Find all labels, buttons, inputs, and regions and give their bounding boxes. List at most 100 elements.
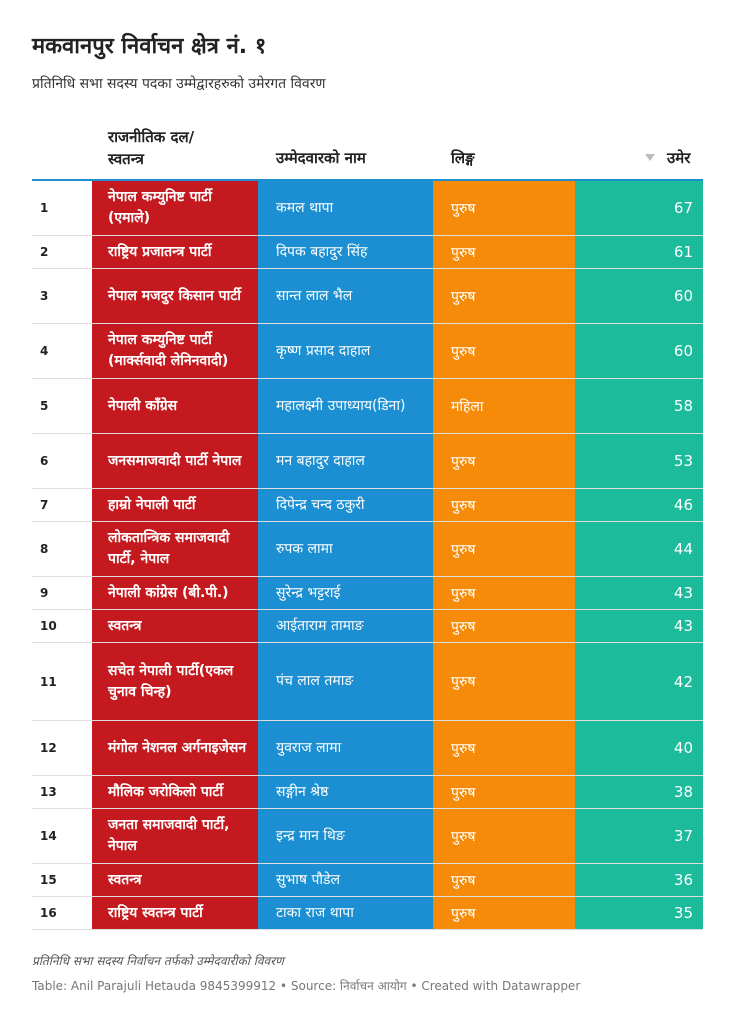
table-row: 12 मंगोल नेशनल अर्गनाइजेसन युवराज लामा पुरु… xyxy=(32,721,703,776)
candidate-name: मन बहादुर दाहाल xyxy=(258,434,433,488)
candidate-name: दिपक बहादुर सिंह xyxy=(258,236,433,268)
candidate-name: कृष्ण प्रसाद दाहाल xyxy=(258,324,433,378)
footnote: प्रतिनिधि सभा सदस्य निर्वाचन तर्फको उम्म… xyxy=(32,954,284,968)
table-row: 2 राष्ट्रिय प्रजातन्त्र पार्टी दिपक बहादुर… xyxy=(32,236,703,269)
party: हाम्रो नेपाली पार्टी xyxy=(92,489,258,521)
age: 60 xyxy=(575,324,703,378)
sort-icon[interactable] xyxy=(645,154,655,162)
table-row: 10 स्वतन्त्र आईताराम तामाङ पुरुष 43 xyxy=(32,610,703,643)
candidate-name: सङ्गीन श्रेष्ठ xyxy=(258,776,433,808)
row-number: 6 xyxy=(40,454,49,468)
gender: पुरुष xyxy=(433,610,575,642)
table-row: 5 नेपाली काँग्रेस महालक्ष्मी उपाध्याय(डिना… xyxy=(32,379,703,434)
party: सचेत नेपाली पार्टी(एकल चुनाव चिन्ह) xyxy=(92,643,258,720)
age: 46 xyxy=(575,489,703,521)
candidate-name: कमल थापा xyxy=(258,181,433,235)
age: 61 xyxy=(575,236,703,268)
age: 58 xyxy=(575,379,703,433)
gender: पुरुष xyxy=(433,181,575,235)
column-header: उम्मेदवारको नाम xyxy=(276,149,366,167)
gender: पुरुष xyxy=(433,643,575,720)
credit: Table: Anil Parajuli Hetauda 9845399912 … xyxy=(32,979,581,993)
row-number: 11 xyxy=(40,674,57,689)
age: 60 xyxy=(575,269,703,323)
table: 1 नेपाल कम्युनिष्ट पार्टी (एमाले) कमल थापा… xyxy=(32,179,703,930)
party: जनता समाजवादी पार्टी, नेपाल xyxy=(92,809,258,863)
party: लोकतान्त्रिक समाजवादी पार्टी, नेपाल xyxy=(92,522,258,576)
row-number: 5 xyxy=(40,399,49,413)
party: राष्ट्रिय स्वतन्त्र पार्टी xyxy=(92,897,258,929)
candidate-name: रुपक लामा xyxy=(258,522,433,576)
title: मकवानपुर निर्वाचन क्षेत्र नं. १ xyxy=(32,34,267,59)
row-number: 14 xyxy=(40,829,57,843)
gender: पुरुष xyxy=(433,809,575,863)
candidate-name: आईताराम तामाङ xyxy=(258,610,433,642)
gender: पुरुष xyxy=(433,522,575,576)
row-number: 10 xyxy=(40,619,57,633)
row-number: 13 xyxy=(40,785,57,799)
gender: पुरुष xyxy=(433,269,575,323)
party: नेपाल मजदुर किसान पार्टी xyxy=(92,269,258,323)
table-row: 7 हाम्रो नेपाली पार्टी दिपेन्द्र चन्द ठकुर… xyxy=(32,489,703,522)
age: 37 xyxy=(575,809,703,863)
gender: पुरुष xyxy=(433,324,575,378)
table-row: 14 जनता समाजवादी पार्टी, नेपाल इन्द्र मान … xyxy=(32,809,703,864)
age: 44 xyxy=(575,522,703,576)
age: 42 xyxy=(575,643,703,720)
row-number: 1 xyxy=(40,201,49,215)
row-number: 7 xyxy=(40,498,49,512)
age: 36 xyxy=(575,864,703,896)
table-row: 8 लोकतान्त्रिक समाजवादी पार्टी, नेपाल रुपक… xyxy=(32,522,703,577)
table-row: 11 सचेत नेपाली पार्टी(एकल चुनाव चिन्ह) पंच… xyxy=(32,643,703,721)
party: मौलिक जरोकिलो पार्टी xyxy=(92,776,258,808)
party: नेपाली कांग्रेस (बी.पी.) xyxy=(92,577,258,609)
age: 43 xyxy=(575,610,703,642)
party: नेपाली काँग्रेस xyxy=(92,379,258,433)
party: नेपाल कम्युनिष्ट पार्टी (मार्क्सवादी लेन… xyxy=(92,324,258,378)
age: 43 xyxy=(575,577,703,609)
row-number: 9 xyxy=(40,586,49,600)
gender: महिला xyxy=(433,379,575,433)
party: नेपाल कम्युनिष्ट पार्टी (एमाले) xyxy=(92,181,258,235)
age: 35 xyxy=(575,897,703,929)
gender: पुरुष xyxy=(433,897,575,929)
gender: पुरुष xyxy=(433,776,575,808)
table-row: 3 नेपाल मजदुर किसान पार्टी सान्त लाल भैल पु… xyxy=(32,269,703,324)
age: 40 xyxy=(575,721,703,775)
row-number: 4 xyxy=(40,344,49,358)
subtitle: प्रतिनिधि सभा सदस्य पदका उम्मेद्वारहरुको… xyxy=(32,76,326,92)
party: स्वतन्त्र xyxy=(92,610,258,642)
table-row: 16 राष्ट्रिय स्वतन्त्र पार्टी टाका राज थाप… xyxy=(32,897,703,930)
table-row: 1 नेपाल कम्युनिष्ट पार्टी (एमाले) कमल थापा… xyxy=(32,181,703,236)
gender: पुरुष xyxy=(433,236,575,268)
row-number: 2 xyxy=(40,245,49,259)
row-number: 15 xyxy=(40,873,57,887)
candidate-name: महालक्ष्मी उपाध्याय(डिना) xyxy=(258,379,433,433)
table-row: 6 जनसमाजवादी पार्टी नेपाल मन बहादुर दाहाल प… xyxy=(32,434,703,489)
candidate-name: युवराज लामा xyxy=(258,721,433,775)
column-header[interactable]: उमेर xyxy=(667,149,691,167)
gender: पुरुष xyxy=(433,721,575,775)
candidate-name: सुरेन्द्र भट्टराई xyxy=(258,577,433,609)
party: मंगोल नेशनल अर्गनाइजेसन xyxy=(92,721,258,775)
age: 53 xyxy=(575,434,703,488)
age: 38 xyxy=(575,776,703,808)
table-row: 13 मौलिक जरोकिलो पार्टी सङ्गीन श्रेष्ठ पुरु… xyxy=(32,776,703,809)
column-header: राजनीतिक दल/ स्वतन्त्र xyxy=(108,128,195,168)
candidate-name: सान्त लाल भैल xyxy=(258,269,433,323)
age: 67 xyxy=(575,181,703,235)
candidate-name: पंच लाल तमाङ xyxy=(258,643,433,720)
party: जनसमाजवादी पार्टी नेपाल xyxy=(92,434,258,488)
table-row: 15 स्वतन्त्र सुभाष पौडेल पुरुष 36 xyxy=(32,864,703,897)
candidate-name: टाका राज थापा xyxy=(258,897,433,929)
party: स्वतन्त्र xyxy=(92,864,258,896)
gender: पुरुष xyxy=(433,864,575,896)
row-number: 16 xyxy=(40,906,57,920)
candidate-name: सुभाष पौडेल xyxy=(258,864,433,896)
gender: पुरुष xyxy=(433,434,575,488)
candidate-name: इन्द्र मान थिङ xyxy=(258,809,433,863)
row-number: 3 xyxy=(40,289,49,303)
party: राष्ट्रिय प्रजातन्त्र पार्टी xyxy=(92,236,258,268)
table-row: 4 नेपाल कम्युनिष्ट पार्टी (मार्क्सवादी ले… xyxy=(32,324,703,379)
